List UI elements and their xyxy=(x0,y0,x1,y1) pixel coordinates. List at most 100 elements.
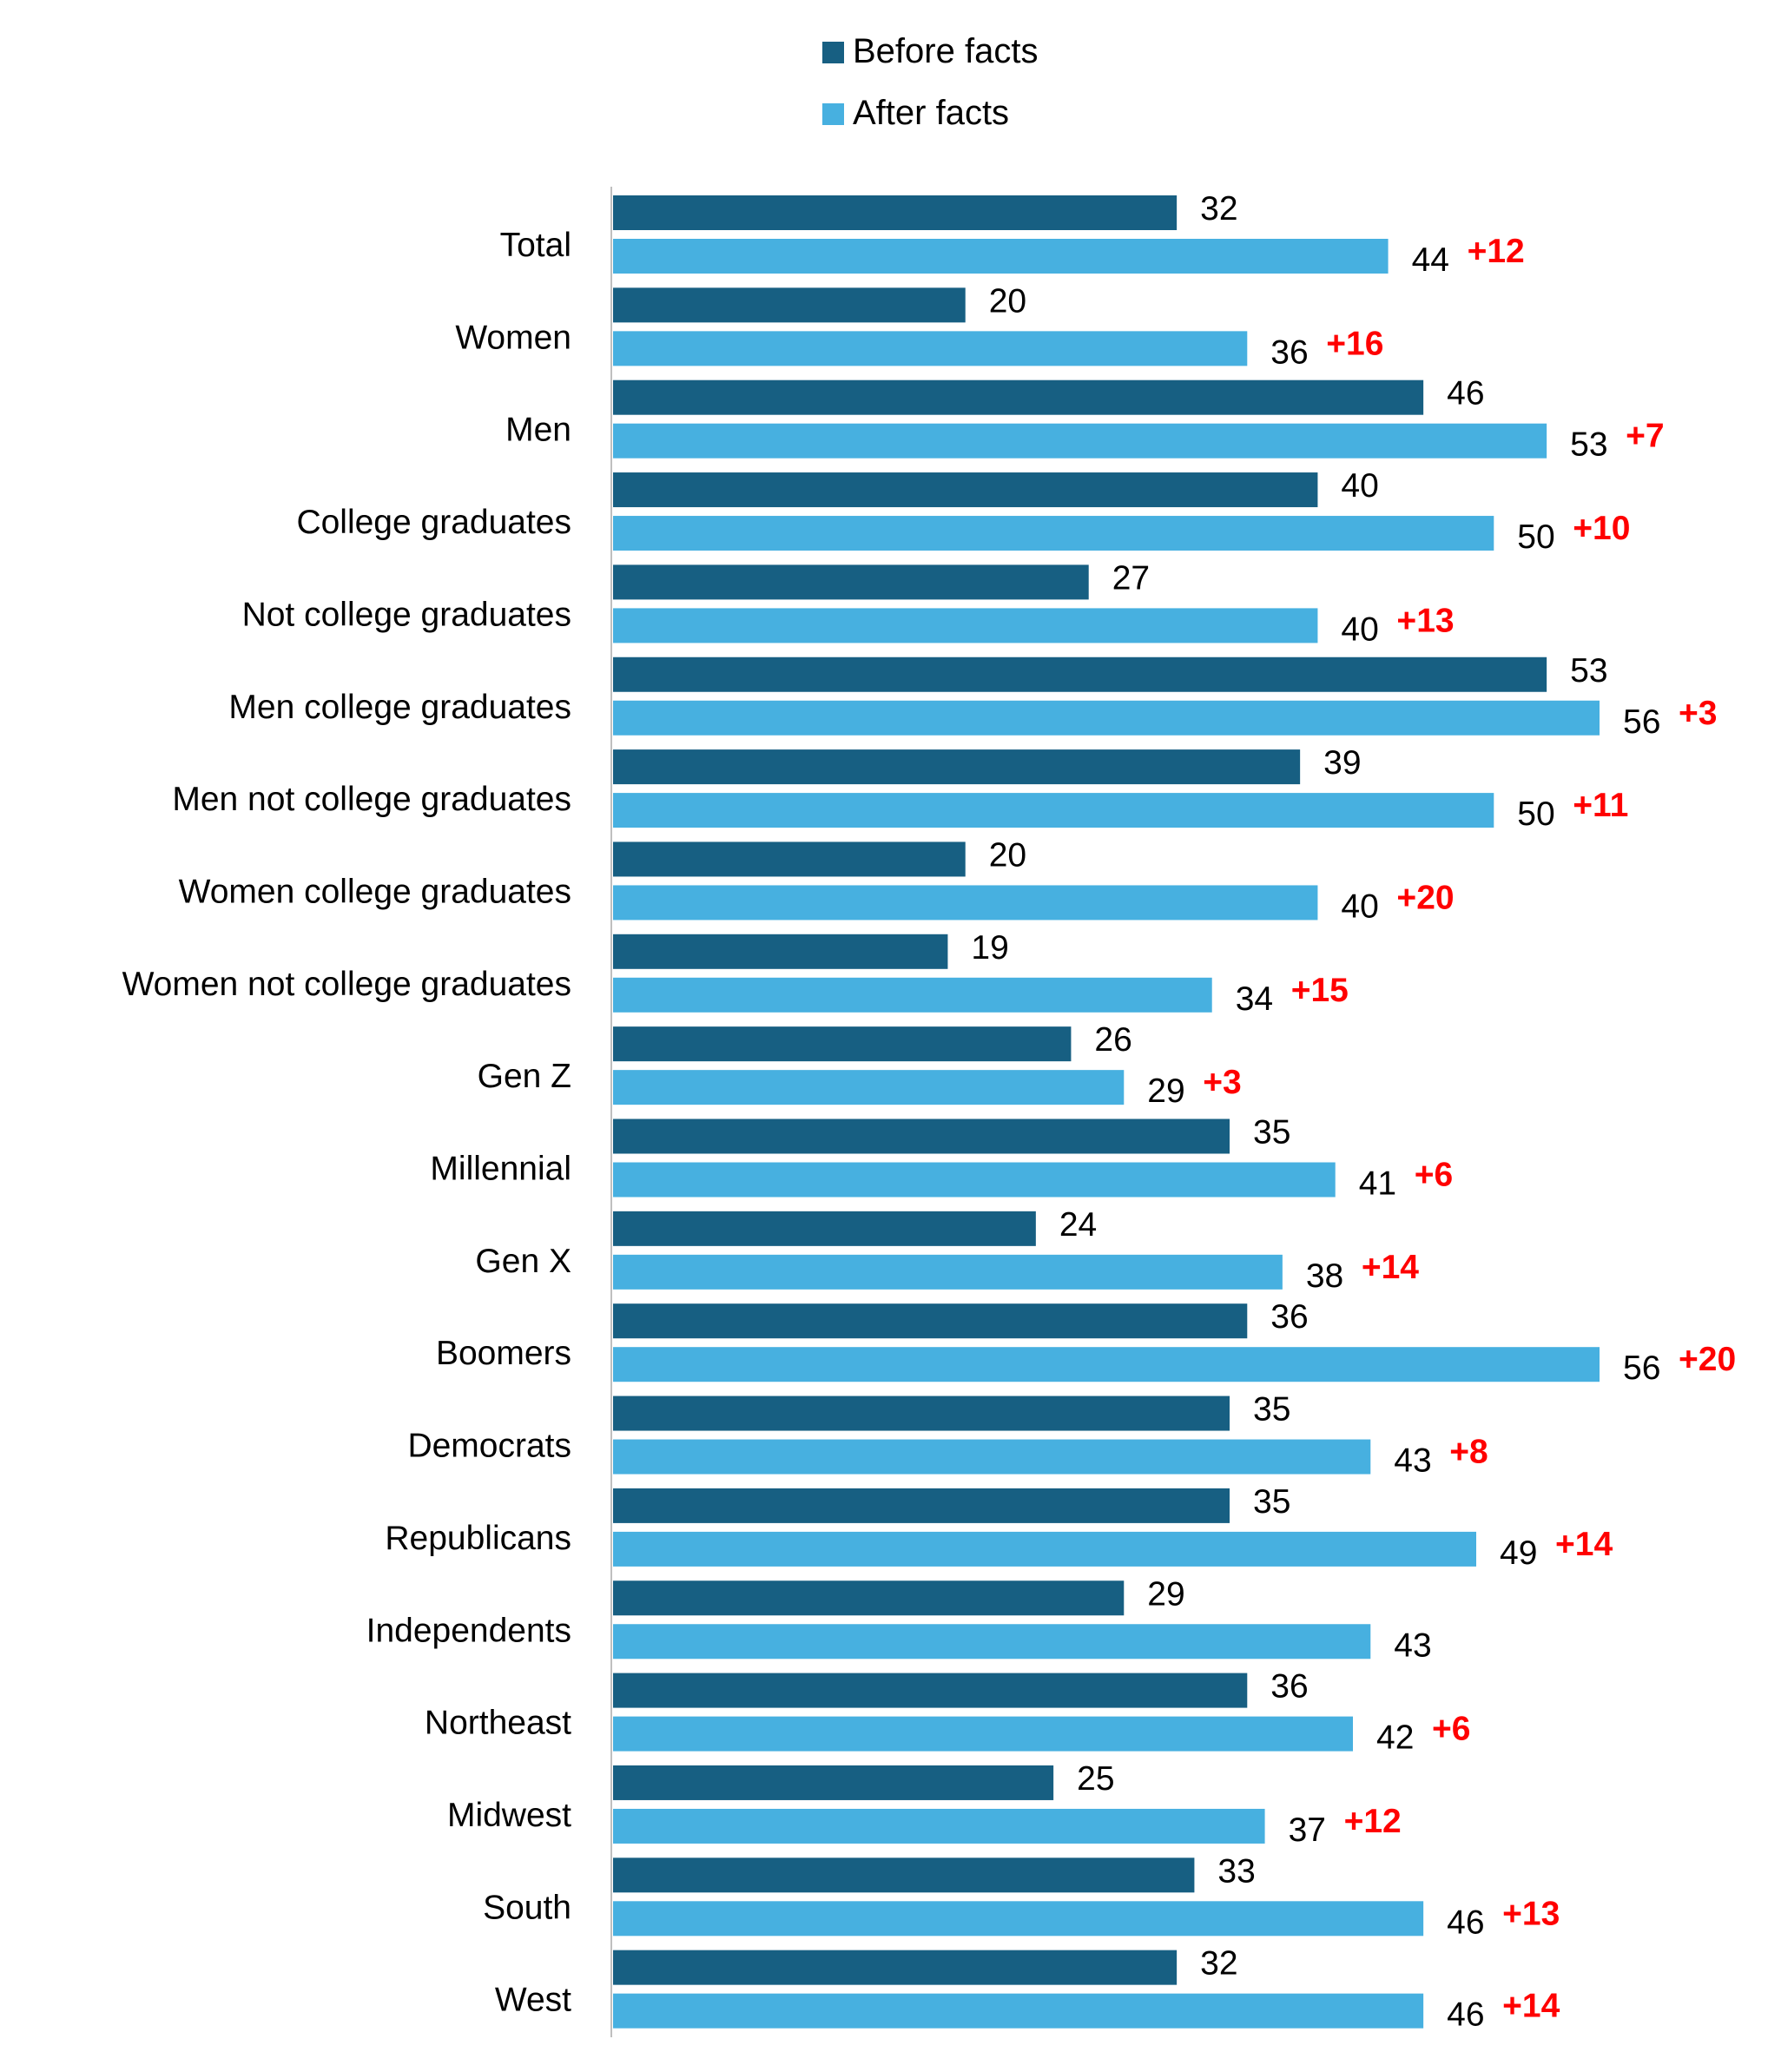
after-value-college-graduates: 50 xyxy=(1517,518,1554,556)
after-value-gen-z: 29 xyxy=(1147,1072,1184,1110)
category-label-midwest: Midwest xyxy=(447,1797,571,1834)
category-label-women: Women xyxy=(455,319,571,356)
after-bar-northeast xyxy=(613,1716,1353,1752)
before-bar-millennial xyxy=(613,1118,1230,1154)
before-bar-men-college-graduates xyxy=(613,657,1547,692)
before-bar-independents xyxy=(613,1580,1125,1616)
before-value-total: 32 xyxy=(1200,190,1237,228)
after-value-democrats: 43 xyxy=(1394,1442,1431,1480)
difference-west: +14 xyxy=(1502,1988,1560,2025)
difference-women: +16 xyxy=(1326,325,1383,362)
before-bar-men-not-college-graduates xyxy=(613,749,1301,785)
after-value-men-college-graduates: 56 xyxy=(1623,703,1660,741)
category-label-millennial: Millennial xyxy=(430,1151,571,1188)
after-bar-midwest xyxy=(613,1808,1265,1844)
after-bar-not-college-graduates xyxy=(613,608,1318,643)
bars xyxy=(613,195,1600,2029)
legend-swatch-before-facts xyxy=(822,42,844,63)
after-value-midwest: 37 xyxy=(1289,1811,1326,1849)
difference-not-college-graduates: +13 xyxy=(1396,602,1454,639)
after-bar-democrats xyxy=(613,1439,1371,1475)
after-bar-millennial xyxy=(613,1162,1336,1198)
before-value-college-graduates: 40 xyxy=(1341,467,1378,505)
category-label-west: West xyxy=(495,1982,571,2019)
before-bar-women xyxy=(613,287,966,323)
before-bar-women-not-college-graduates xyxy=(613,934,948,969)
after-value-republicans: 49 xyxy=(1500,1534,1537,1572)
before-bar-total xyxy=(613,195,1178,230)
after-bar-men-not-college-graduates xyxy=(613,793,1494,828)
after-value-millennial: 41 xyxy=(1359,1165,1396,1203)
after-bar-men-college-graduates xyxy=(613,700,1600,736)
difference-millennial: +6 xyxy=(1415,1157,1453,1194)
before-bar-boomers xyxy=(613,1303,1248,1339)
before-bar-gen-z xyxy=(613,1026,1072,1062)
before-value-gen-z: 26 xyxy=(1094,1021,1131,1059)
before-value-south: 33 xyxy=(1217,1852,1255,1890)
category-label-gen-z: Gen Z xyxy=(478,1058,571,1095)
difference-northeast: +6 xyxy=(1432,1711,1470,1748)
category-label-men-not-college-graduates: Men not college graduates xyxy=(172,781,571,818)
after-value-west: 46 xyxy=(1447,1996,1484,2034)
difference-women-college-graduates: +20 xyxy=(1396,879,1454,916)
difference-gen-z: +3 xyxy=(1203,1064,1241,1101)
before-value-west: 32 xyxy=(1200,1945,1237,1983)
before-bar-democrats xyxy=(613,1396,1230,1431)
difference-gen-x: +14 xyxy=(1362,1249,1419,1286)
after-value-independents: 43 xyxy=(1394,1627,1431,1664)
before-bar-men xyxy=(613,379,1424,415)
difference-boomers: +20 xyxy=(1679,1341,1736,1378)
after-value-men-not-college-graduates: 50 xyxy=(1517,795,1554,833)
category-label-democrats: Democrats xyxy=(407,1428,571,1465)
after-bar-total xyxy=(613,239,1389,274)
legend-swatch-after-facts xyxy=(822,103,844,125)
category-label-gen-x: Gen X xyxy=(475,1243,571,1280)
after-bar-gen-z xyxy=(613,1070,1125,1105)
difference-democrats: +8 xyxy=(1449,1434,1488,1471)
before-bar-northeast xyxy=(613,1673,1248,1708)
before-value-men-not-college-graduates: 39 xyxy=(1323,744,1361,782)
before-value-millennial: 35 xyxy=(1253,1114,1290,1151)
difference-total: +12 xyxy=(1468,233,1525,270)
after-value-men: 53 xyxy=(1570,426,1607,464)
before-value-women-not-college-graduates: 19 xyxy=(971,929,1008,967)
difference-college-graduates: +10 xyxy=(1573,510,1630,547)
after-bar-west xyxy=(613,1993,1424,2029)
difference-men-college-graduates: +3 xyxy=(1679,695,1717,732)
after-bar-men xyxy=(613,423,1547,459)
after-bar-gen-x xyxy=(613,1254,1283,1290)
labels: Total 32 44 +12 Women 20 36 +16 Men 46 53 +7 College… xyxy=(122,190,1737,2034)
after-bar-women-not-college-graduates xyxy=(613,977,1212,1013)
before-value-men-college-graduates: 53 xyxy=(1570,652,1607,690)
before-bar-women-college-graduates xyxy=(613,841,966,877)
difference-midwest: +12 xyxy=(1344,1803,1402,1840)
legend-label-after-facts: After facts xyxy=(853,94,1009,132)
before-value-men: 46 xyxy=(1447,375,1484,412)
category-label-republicans: Republicans xyxy=(385,1520,571,1557)
difference-women-not-college-graduates: +15 xyxy=(1291,972,1349,1009)
before-bar-west xyxy=(613,1950,1178,1985)
after-value-total: 44 xyxy=(1412,241,1449,279)
before-value-republicans: 35 xyxy=(1253,1483,1290,1521)
legend: Before facts After facts xyxy=(822,32,1038,132)
category-label-women-college-graduates: Women college graduates xyxy=(179,873,571,910)
legend-label-before-facts: Before facts xyxy=(853,32,1038,70)
category-label-women-not-college-graduates: Women not college graduates xyxy=(122,966,571,1003)
before-bar-midwest xyxy=(613,1765,1054,1800)
after-value-boomers: 56 xyxy=(1623,1349,1660,1387)
after-bar-boomers xyxy=(613,1347,1600,1382)
before-value-midwest: 25 xyxy=(1077,1760,1114,1798)
before-bar-not-college-graduates xyxy=(613,564,1089,600)
before-value-women-college-graduates: 20 xyxy=(989,836,1026,874)
after-value-women: 36 xyxy=(1270,333,1308,371)
before-value-democrats: 35 xyxy=(1253,1391,1290,1429)
category-label-total: Total xyxy=(500,227,571,264)
after-value-south: 46 xyxy=(1447,1904,1484,1941)
before-bar-college-graduates xyxy=(613,472,1318,508)
category-label-college-graduates: College graduates xyxy=(296,504,571,541)
after-bar-women xyxy=(613,331,1248,366)
difference-men: +7 xyxy=(1626,418,1664,455)
before-bar-republicans xyxy=(613,1488,1230,1523)
category-label-boomers: Boomers xyxy=(436,1335,571,1372)
